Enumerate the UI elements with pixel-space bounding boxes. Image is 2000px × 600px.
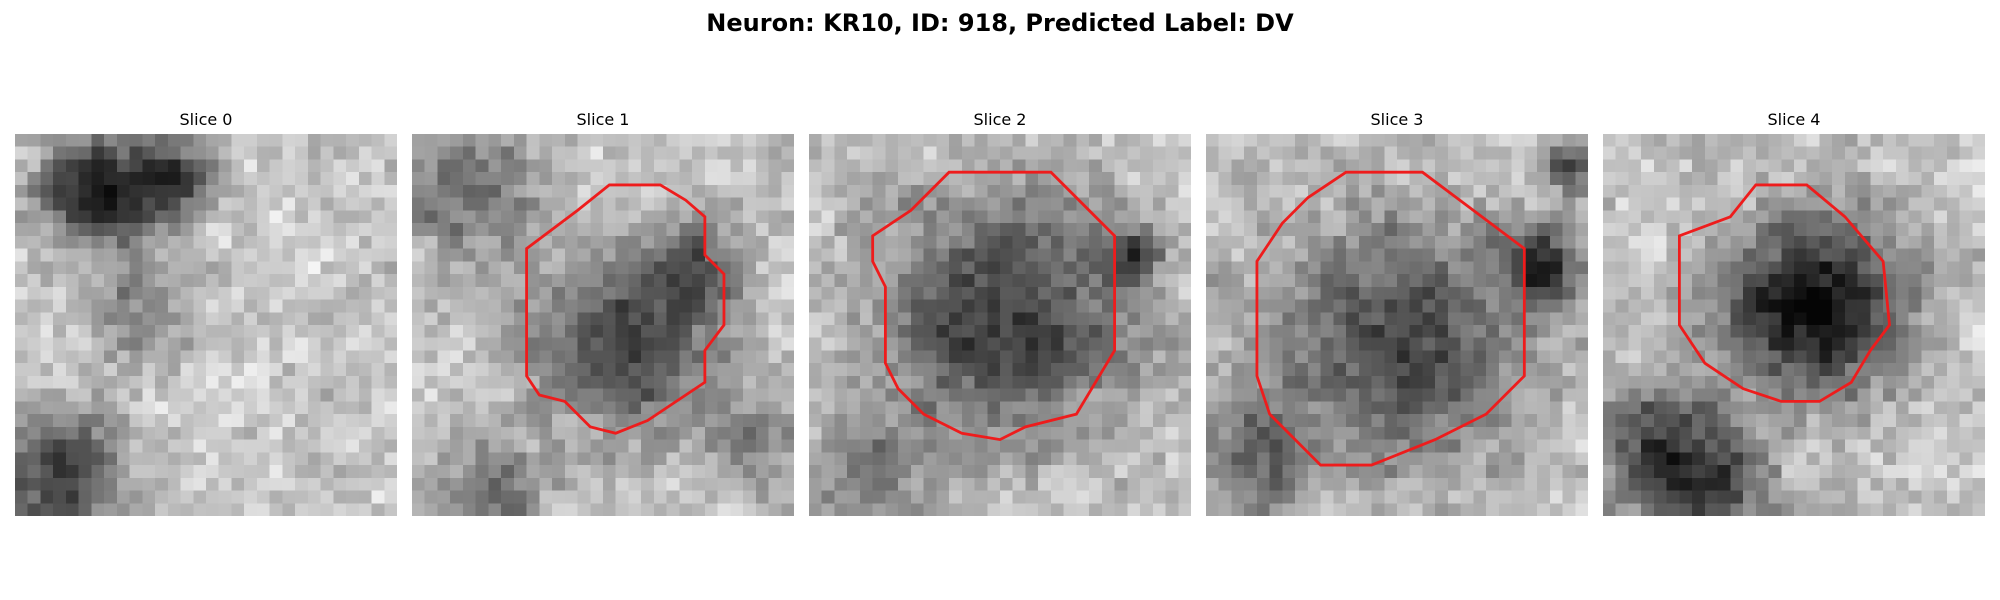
slice-title-2: Slice 2: [973, 110, 1027, 129]
figure-title: Neuron: KR10, ID: 918, Predicted Label: …: [706, 9, 1294, 37]
roi-contour-3: [1255, 170, 1526, 467]
slice-panel-2: Slice 2: [809, 110, 1191, 516]
slice-panel-3: Slice 3: [1206, 110, 1588, 516]
roi-contour-1: [525, 183, 726, 435]
slice-image-3: [1206, 134, 1588, 516]
slice-panel-1: Slice 1: [412, 110, 794, 516]
roi-contour-4: [1677, 183, 1891, 403]
slice-title-3: Slice 3: [1370, 110, 1424, 129]
slice-panel-4: Slice 4: [1603, 110, 1985, 516]
slice-image-0: [15, 134, 397, 516]
slice-image-1: [412, 134, 794, 516]
slice-image-4: [1603, 134, 1985, 516]
slice-title-4: Slice 4: [1767, 110, 1821, 129]
slice-image-2: [809, 134, 1191, 516]
slice-panel-0: Slice 0: [15, 110, 397, 516]
slice-title-0: Slice 0: [179, 110, 233, 129]
roi-contour-2: [871, 170, 1117, 442]
slice-title-1: Slice 1: [576, 110, 630, 129]
